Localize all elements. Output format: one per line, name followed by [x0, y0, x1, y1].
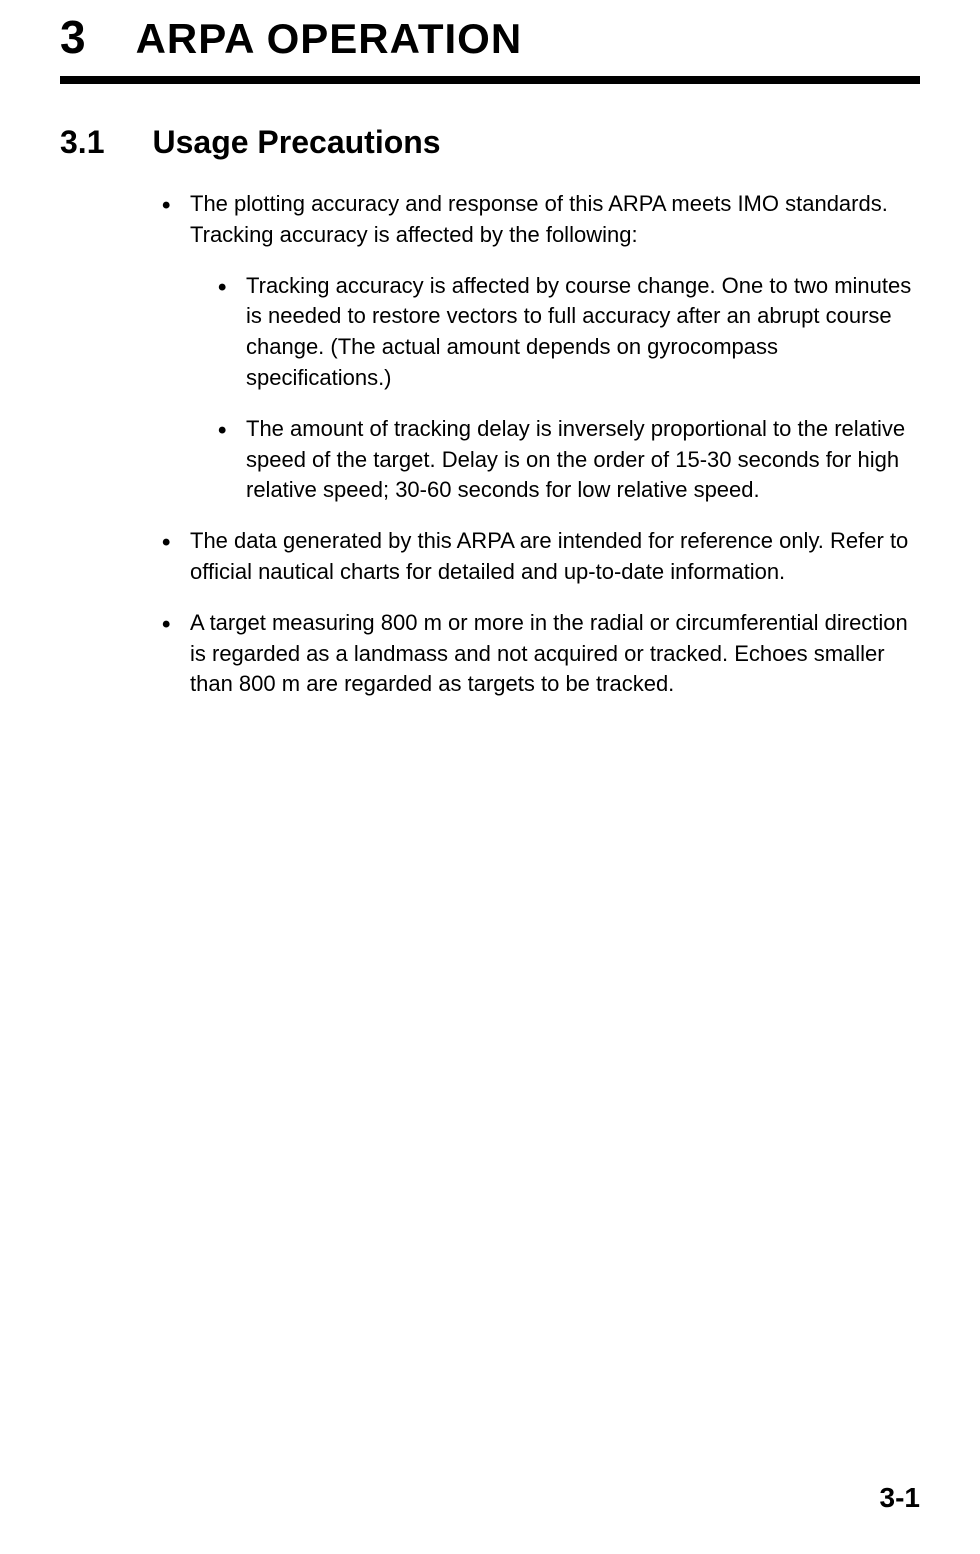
list-item: The plotting accuracy and response of th… — [162, 189, 920, 506]
list-item-text: The plotting accuracy and response of th… — [190, 191, 888, 247]
nested-list: Tracking accuracy is affected by course … — [190, 271, 920, 507]
bullet-list: The plotting accuracy and response of th… — [60, 189, 920, 700]
page-number: 3-1 — [880, 1482, 920, 1514]
nested-list-item: Tracking accuracy is affected by course … — [218, 271, 920, 394]
list-item-text: A target measuring 800 m or more in the … — [190, 610, 908, 697]
list-item: The data generated by this ARPA are inte… — [162, 526, 920, 588]
chapter-header: 3 ARPA OPERATION — [60, 0, 920, 84]
list-item: A target measuring 800 m or more in the … — [162, 608, 920, 700]
nested-list-item-text: Tracking accuracy is affected by course … — [246, 273, 911, 390]
chapter-title: ARPA OPERATION — [136, 15, 523, 63]
section-title: Usage Precautions — [152, 124, 440, 161]
section-number: 3.1 — [60, 124, 104, 161]
chapter-number: 3 — [60, 10, 86, 64]
section-header: 3.1 Usage Precautions — [60, 124, 920, 161]
nested-list-item-text: The amount of tracking delay is inversel… — [246, 416, 905, 503]
nested-list-item: The amount of tracking delay is inversel… — [218, 414, 920, 506]
list-item-text: The data generated by this ARPA are inte… — [190, 528, 908, 584]
